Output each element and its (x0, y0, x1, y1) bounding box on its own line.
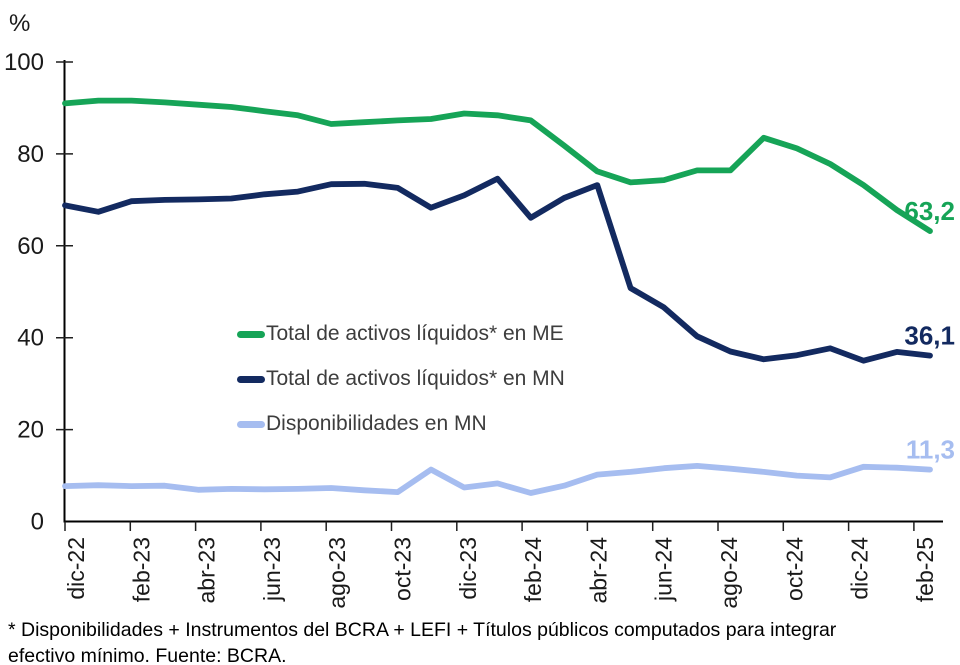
legend-item-me: Total de activos líquidos* en ME (237, 321, 565, 347)
x-axis-tick-label: abr-24 (585, 537, 611, 604)
x-axis-tick-label: jun-23 (259, 537, 285, 602)
y-axis-tick-label: 80 (17, 141, 44, 168)
legend-swatch-me-icon (237, 330, 265, 338)
x-axis-tick-label: dic-22 (63, 537, 89, 600)
x-axis-tick-label: feb-23 (128, 537, 154, 602)
y-axis-unit-label: % (9, 10, 31, 37)
y-axis-tick-label: 60 (17, 233, 44, 260)
x-axis-tick-label: ago-24 (716, 537, 742, 609)
legend-item-mn: Total de activos líquidos* en MN (237, 366, 565, 392)
footnote-line-2: efectivo mínimo. Fuente: BCRA. (8, 645, 287, 665)
legend-swatch-disp-icon (237, 420, 265, 428)
x-axis-tick-label: dic-23 (455, 537, 481, 600)
x-axis-tick-label: ago-23 (324, 537, 350, 609)
line-chart: 0 20 40 60 80 100 dic-22 feb-23 abr-23 jun-23 ago-… (4, 49, 955, 609)
series-line-mn (62, 175, 933, 364)
legend: Total de activos líquidos* en ME Total d… (237, 321, 565, 456)
x-axis-tick-label: feb-24 (520, 537, 546, 602)
legend-label-mn: Total de activos líquidos* en MN (266, 367, 565, 390)
end-label-me: 63,2 (904, 196, 955, 226)
series-line-disp (62, 462, 933, 496)
x-axis-tick-label: abr-23 (194, 537, 220, 603)
footnote-line-1: * Disponibilidades + Instrumentos del BC… (8, 619, 837, 641)
x-axis-tick-label: oct-24 (781, 537, 807, 601)
end-label-mn: 36,1 (904, 321, 955, 351)
footnote: * Disponibilidades + Instrumentos del BC… (8, 617, 956, 665)
legend-swatch-mn-icon (237, 375, 265, 383)
series-line-me (62, 97, 933, 235)
legend-label-me: Total de activos líquidos* en ME (266, 322, 564, 345)
x-axis-tick-label: feb-25 (912, 537, 938, 602)
y-axis-tick-label: 0 (31, 509, 44, 536)
y-axis-tick-label: 20 (17, 417, 44, 444)
legend-item-disp: Disponibilidades en MN (237, 411, 565, 437)
x-axis-tick-label: jun-24 (651, 537, 677, 602)
x-axis-tick-label: dic-24 (847, 537, 873, 600)
y-axis-tick-label: 100 (4, 49, 44, 76)
x-axis-tick-label: oct-23 (390, 537, 416, 601)
legend-label-disp: Disponibilidades en MN (266, 412, 487, 435)
y-axis-tick-label: 40 (17, 325, 44, 352)
end-label-disp: 11,3 (906, 435, 955, 465)
